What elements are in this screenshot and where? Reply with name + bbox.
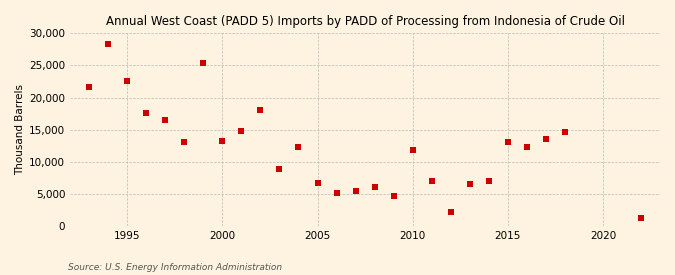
Title: Annual West Coast (PADD 5) Imports by PADD of Processing from Indonesia of Crude: Annual West Coast (PADD 5) Imports by PA…	[105, 15, 624, 28]
Text: Source: U.S. Energy Information Administration: Source: U.S. Energy Information Administ…	[68, 263, 281, 272]
Point	[521, 145, 532, 149]
Point	[407, 147, 418, 152]
Point	[217, 139, 227, 143]
Point	[636, 215, 647, 220]
Point	[331, 190, 342, 195]
Point	[141, 111, 152, 115]
Point	[103, 42, 113, 46]
Point	[350, 188, 361, 193]
Point	[369, 185, 380, 189]
Point	[541, 137, 551, 141]
Point	[560, 129, 570, 134]
Point	[122, 79, 132, 84]
Point	[502, 140, 513, 145]
Point	[236, 129, 247, 133]
Point	[179, 140, 190, 145]
Point	[483, 179, 494, 183]
Point	[255, 108, 266, 112]
Y-axis label: Thousand Barrels: Thousand Barrels	[15, 84, 25, 175]
Point	[274, 167, 285, 172]
Point	[160, 118, 171, 122]
Point	[84, 84, 95, 89]
Point	[312, 181, 323, 185]
Point	[464, 182, 475, 186]
Point	[388, 194, 399, 198]
Point	[446, 210, 456, 214]
Point	[198, 61, 209, 65]
Point	[427, 179, 437, 183]
Point	[293, 145, 304, 149]
